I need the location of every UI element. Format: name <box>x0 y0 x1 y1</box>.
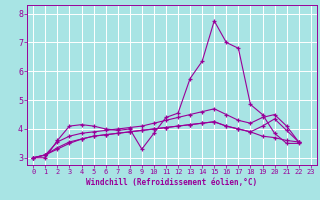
X-axis label: Windchill (Refroidissement éolien,°C): Windchill (Refroidissement éolien,°C) <box>86 178 258 187</box>
